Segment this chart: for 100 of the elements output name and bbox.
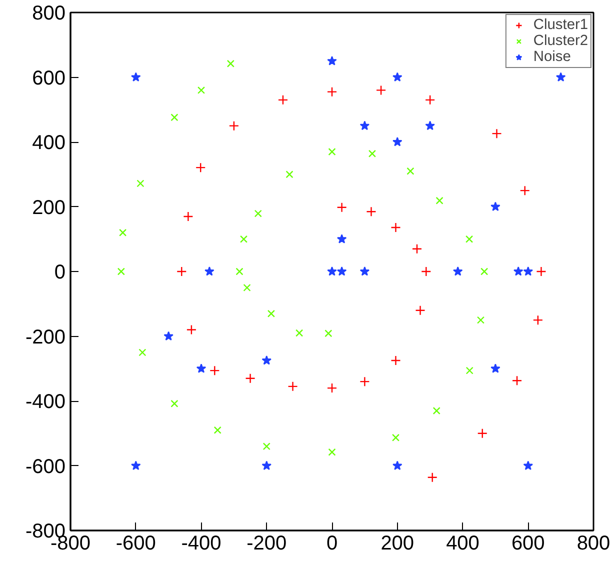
point [336,202,347,212]
legend-label: Noise [533,49,571,65]
point [327,266,337,276]
x-tick-label: 400 [446,532,480,554]
point [421,266,432,277]
point [424,94,436,106]
point [186,324,197,335]
point [328,448,336,456]
y-tick-label: 400 [32,132,66,154]
point [176,266,187,277]
point [390,355,401,366]
point [376,85,386,96]
point [368,150,376,158]
point [296,329,304,337]
y-tick-label: 800 [32,2,66,24]
point [130,460,141,470]
y-tick-label: 200 [32,196,66,219]
point [210,365,220,376]
x-tick-label: -600 [116,532,156,554]
x-tick-label: 0 [326,532,338,554]
point [328,148,336,156]
point [360,120,370,130]
point [170,400,178,408]
point [214,426,222,434]
point [117,268,125,276]
point [406,167,414,175]
point [130,72,141,82]
point [324,330,332,338]
y-tick-label: -400 [25,391,66,413]
y-tick-label: -600 [25,456,66,478]
point [392,460,402,470]
point [412,244,422,254]
point [204,266,214,276]
x-tick-label: 600 [511,532,545,554]
point [392,136,402,146]
point [336,266,347,276]
point [415,305,426,316]
x-tick-label: 200 [380,532,414,554]
point [267,310,275,318]
point [236,268,244,276]
point [425,120,435,130]
point [366,206,376,217]
legend-label: Cluster2 [533,33,588,49]
point [195,162,206,173]
point [436,196,444,204]
point [480,268,488,276]
point [164,331,174,340]
point [490,202,500,211]
point [183,211,194,222]
point [119,228,127,236]
point [326,382,338,394]
point [492,128,502,139]
point [520,185,530,196]
point [432,406,440,414]
point [476,316,485,324]
point [240,235,248,243]
point [532,314,544,326]
point [262,460,272,470]
y-tick-label: -200 [25,326,66,348]
x-tick-label: -400 [181,532,222,554]
point [278,94,288,106]
point [466,366,474,374]
point [226,60,234,68]
point [360,376,370,387]
point [513,266,524,276]
point [390,222,401,233]
point [512,376,522,386]
point [286,170,294,178]
point [136,180,144,188]
point [452,266,463,276]
point [196,364,206,373]
point [490,364,500,373]
point [288,381,298,392]
point [360,266,370,276]
point [245,373,256,384]
y-tick-label: 0 [54,262,66,284]
legend-label: Cluster1 [533,17,588,33]
point [466,235,474,243]
point [327,56,337,66]
point [556,72,566,82]
point [523,266,534,276]
point [138,348,146,356]
point [392,72,402,82]
point [243,284,251,292]
point [477,428,488,438]
point [392,434,400,442]
point [336,234,347,244]
point [326,86,338,97]
point [170,114,178,122]
point [254,210,262,218]
point [427,472,438,483]
x-tick-label: 800 [576,532,610,554]
point [197,86,206,94]
point [523,460,534,470]
point [228,120,240,131]
point [262,442,270,450]
point [536,266,546,277]
point [262,355,272,365]
y-tick-label: 600 [32,67,66,90]
x-tick-label: -200 [246,532,287,554]
